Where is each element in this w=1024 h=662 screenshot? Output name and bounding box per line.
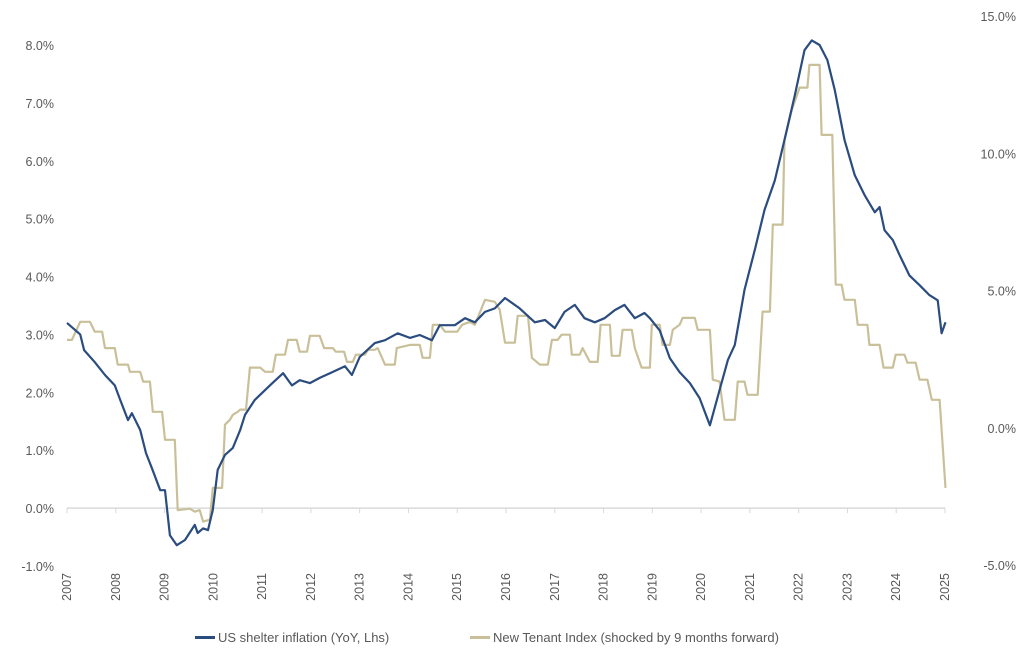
x-tick-label: 2009 (158, 573, 172, 601)
y-left-tick-label: 4.0% (26, 271, 55, 285)
y-left-tick-label: 3.0% (26, 328, 55, 342)
x-tick-label: 2020 (694, 573, 708, 601)
axes: -1.0% 0.0% 1.0% 2.0% 3.0% 4.0% 5.0% 6.0% 7.0% 8.0… (21, 10, 1016, 601)
series-line-new-tenant-index (67, 63, 947, 523)
x-tick-label: 2014 (401, 573, 415, 601)
x-tick-label: 2021 (743, 573, 757, 601)
y-right-tick-label: 15.0% (981, 10, 1016, 24)
x-tick-label: 2010 (206, 573, 220, 601)
x-tick-label: 2023 (840, 573, 854, 601)
x-tick-label: 2024 (889, 573, 903, 601)
series-line-shelter-inflation (66, 39, 947, 547)
x-tick-label: 2012 (304, 573, 318, 601)
legend-item-shelter: US shelter inflation (YoY, Lhs) (195, 630, 389, 645)
legend-swatch-shelter (195, 636, 215, 639)
y-right-tick-label: 5.0% (988, 285, 1017, 299)
series-lines (66, 39, 947, 547)
y-left-tick-label: 8.0% (26, 39, 55, 53)
x-tick-label: 2008 (109, 573, 123, 601)
y-right-tick-label: -5.0% (983, 559, 1016, 573)
legend-label-new-tenant: New Tenant Index (shocked by 9 months fo… (493, 630, 779, 645)
y-left-tick-label: 6.0% (26, 155, 55, 169)
y-right-tick-label: 10.0% (981, 147, 1016, 161)
x-tick-label: 2025 (938, 573, 952, 601)
legend-label-shelter: US shelter inflation (YoY, Lhs) (218, 630, 390, 645)
x-tick-label: 2022 (792, 573, 806, 601)
y-left-tick-label: 1.0% (26, 444, 55, 458)
x-tick-label: 2007 (60, 573, 74, 601)
legend-item-new-tenant: New Tenant Index (shocked by 9 months fo… (470, 630, 779, 645)
y-left-tick-label: 7.0% (26, 97, 55, 111)
y-left-tick-label: 2.0% (26, 386, 55, 400)
x-tick-label: 2011 (255, 573, 269, 600)
x-tick-label: 2018 (597, 573, 611, 601)
legend-swatch-new-tenant (470, 636, 490, 639)
y-left-tick-label: 5.0% (26, 213, 55, 227)
y-left-tick-label: -1.0% (21, 560, 54, 574)
x-tick-label: 2013 (353, 573, 367, 601)
y-right-tick-label: 0.0% (988, 422, 1017, 436)
x-tick-label: 2017 (548, 573, 562, 601)
x-tick-label: 2016 (499, 573, 513, 601)
x-tick-label: 2015 (450, 573, 464, 601)
y-left-tick-label: 0.0% (26, 502, 55, 516)
legend: US shelter inflation (YoY, Lhs) New Tena… (0, 630, 1024, 650)
x-tick-label: 2019 (645, 573, 659, 601)
